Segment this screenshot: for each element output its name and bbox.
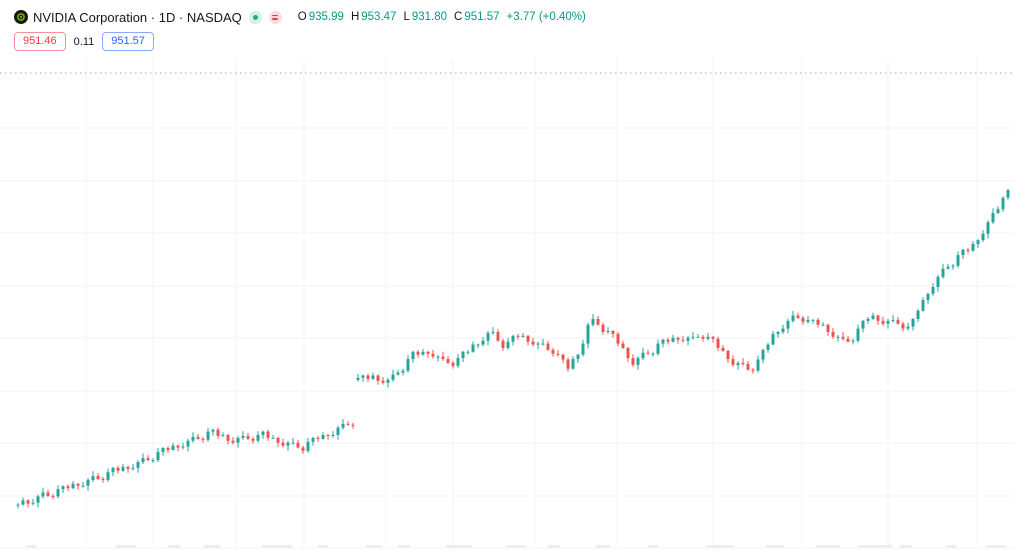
close-value: 951.57 xyxy=(464,11,500,23)
high-label: H xyxy=(350,11,360,23)
low-label: L xyxy=(403,11,410,23)
bid-price-button[interactable]: 951.46 xyxy=(14,32,66,51)
open-label: O xyxy=(297,11,307,23)
ohlc-readout: O 935.99 H 953.47 L 931.80 C 951.57 +3.77 (+… xyxy=(298,11,586,23)
market-status-icon[interactable] xyxy=(248,10,262,24)
ask-price-button[interactable]: 951.57 xyxy=(102,32,154,51)
bid-ask-row: 951.46 0.11 951.57 xyxy=(14,32,586,51)
open-value: 935.99 xyxy=(308,11,344,23)
low-value: 931.80 xyxy=(411,11,448,23)
close-label: C xyxy=(454,11,463,23)
symbol-row: NVIDIA Corporation · 1D · NASDAQ O 935.99… xyxy=(14,8,586,26)
nvidia-logo-icon[interactable] xyxy=(14,10,28,24)
high-value: 953.47 xyxy=(361,11,397,23)
change-value: +3.77 (+0.40%) xyxy=(506,11,586,23)
symbol-title[interactable]: NVIDIA Corporation · 1D · NASDAQ xyxy=(33,9,242,25)
spread-value: 0.11 xyxy=(73,35,95,48)
chart-header: NVIDIA Corporation · 1D · NASDAQ O 935.99… xyxy=(14,8,586,51)
data-info-icon[interactable] xyxy=(268,10,282,24)
